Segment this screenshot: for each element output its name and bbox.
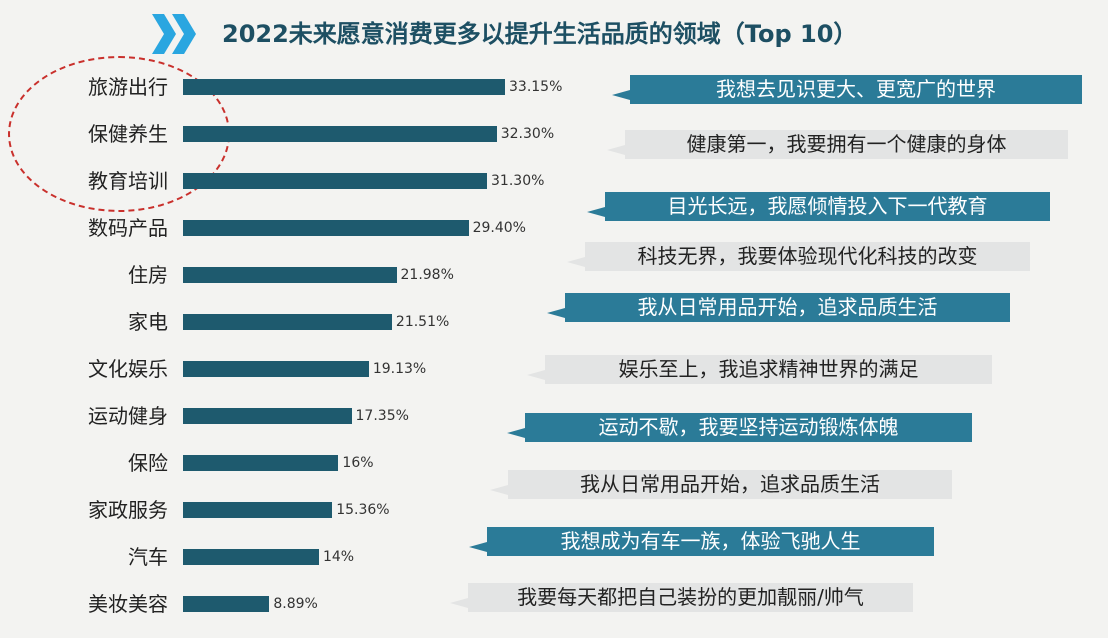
bar <box>183 596 270 612</box>
category-label: 汽车 <box>128 545 168 569</box>
bar <box>183 267 397 283</box>
bar <box>183 126 497 142</box>
category-label: 教育培训 <box>88 169 168 193</box>
category-label: 运动健身 <box>88 404 168 428</box>
callout-tail <box>507 428 525 438</box>
value-label: 17.35% <box>355 408 409 424</box>
category-label: 家政服务 <box>88 498 168 522</box>
callout-tail <box>469 542 487 552</box>
bar <box>183 455 339 471</box>
value-label: 32.30% <box>500 126 555 142</box>
callout-tail <box>612 90 630 100</box>
callout-tail <box>567 257 585 267</box>
callout-bubble: 我想成为有车一族，体验飞驰人生 <box>469 527 934 556</box>
callout-tail <box>490 485 508 495</box>
double-chevron-icon <box>152 14 196 54</box>
category-label: 保健养生 <box>88 122 168 146</box>
value-label: 15.36% <box>336 502 390 518</box>
category-label: 美妆美容 <box>88 592 168 616</box>
callout-bubble: 我想去见识更大、更宽广的世界 <box>612 75 1082 104</box>
callout-bubble: 健康第一，我要拥有一个健康的身体 <box>607 130 1068 159</box>
callout-bubble: 娱乐至上，我追求精神世界的满足 <box>527 355 992 384</box>
value-label: 19.13% <box>372 361 427 377</box>
callout-text: 目光长远，我愿倾情投入下一代教育 <box>667 194 988 218</box>
bar <box>183 408 352 424</box>
callout-text: 我要每天都把自己装扮的更加靓丽/帅气 <box>517 585 864 609</box>
bar <box>183 314 392 330</box>
category-label: 家电 <box>128 310 168 334</box>
callout-text: 我想成为有车一族，体验飞驰人生 <box>560 529 861 553</box>
bar <box>183 79 505 95</box>
value-label: 29.40% <box>472 220 526 236</box>
callout-tail <box>450 598 468 608</box>
callout-text: 运动不歇，我要坚持运动锻炼体魄 <box>598 415 899 439</box>
category-label: 数码产品 <box>88 216 168 240</box>
callout-bubble: 我要每天都把自己装扮的更加靓丽/帅气 <box>450 583 913 612</box>
value-label: 21.98% <box>400 267 454 283</box>
callout-tail <box>527 370 545 380</box>
value-label: 16% <box>342 455 374 471</box>
callout-tail <box>607 145 625 155</box>
value-label: 31.30% <box>491 173 545 189</box>
bar <box>183 361 369 377</box>
callout-text: 科技无界，我要体验现代化科技的改变 <box>637 244 978 268</box>
bar <box>183 502 333 518</box>
callout-text: 我从日常用品开始，追求品质生活 <box>637 295 938 319</box>
value-label: 33.15% <box>509 79 563 95</box>
callout-tail <box>587 207 605 217</box>
category-label: 文化娱乐 <box>88 357 168 381</box>
value-label: 21.51% <box>395 314 450 330</box>
callout-text: 健康第一，我要拥有一个健康的身体 <box>686 132 1007 156</box>
bar <box>183 220 469 236</box>
value-label: 8.89% <box>273 596 318 612</box>
callout-text: 我想去见识更大、更宽广的世界 <box>716 77 996 101</box>
callout-bubble: 运动不歇，我要坚持运动锻炼体魄 <box>507 413 972 442</box>
value-label: 14% <box>322 549 355 565</box>
category-label: 旅游出行 <box>88 75 168 99</box>
callout-tail <box>547 308 565 318</box>
callout-bubble: 目光长远，我愿倾情投入下一代教育 <box>587 192 1050 221</box>
chart-title: 2022未来愿意消费更多以提升生活品质的领域（Top 10） <box>222 20 858 48</box>
callout-bubble: 我从日常用品开始，追求品质生活 <box>490 470 952 499</box>
callout-bubble: 我从日常用品开始，追求品质生活 <box>547 293 1010 322</box>
callout-bubble: 科技无界，我要体验现代化科技的改变 <box>567 242 1030 271</box>
category-label: 保险 <box>128 451 168 475</box>
category-label: 住房 <box>128 263 168 287</box>
callout-text: 我从日常用品开始，追求品质生活 <box>580 472 880 496</box>
bar <box>183 173 488 189</box>
bar <box>183 549 319 565</box>
callout-text: 娱乐至上，我追求精神世界的满足 <box>618 357 919 381</box>
